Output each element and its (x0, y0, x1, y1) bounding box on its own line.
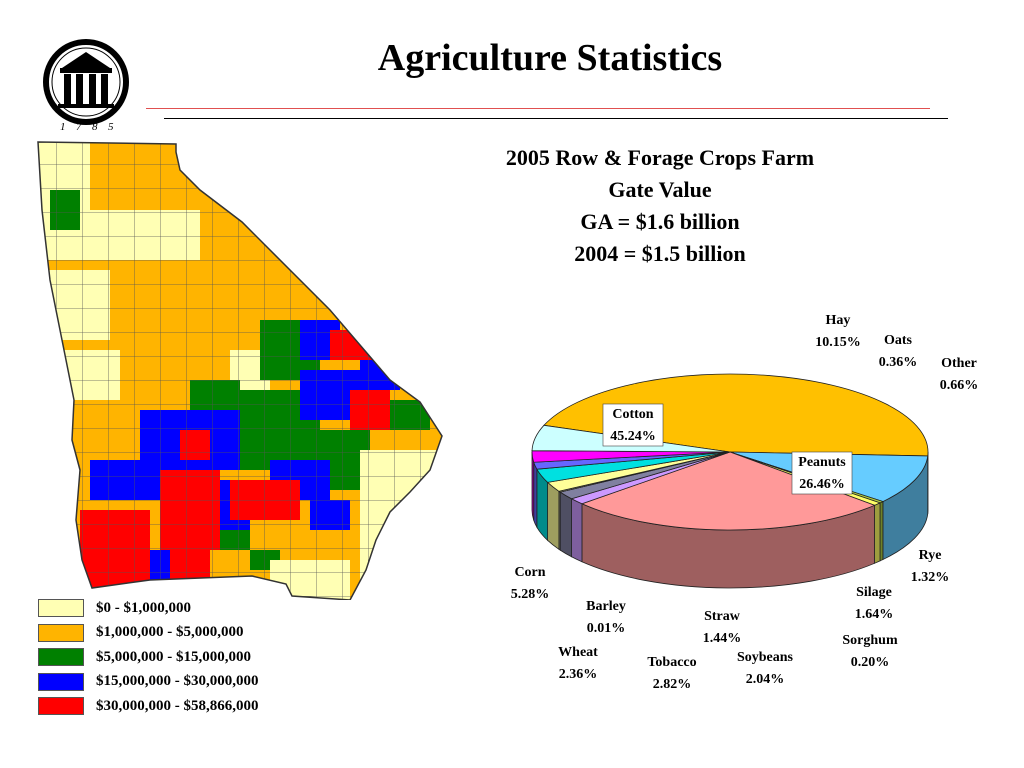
logo-digit: 1 (60, 121, 66, 133)
pie-wall-oats (879, 500, 884, 562)
subtitle-line: Gate Value (608, 177, 712, 202)
legend-item: $15,000,000 - $30,000,000 (38, 670, 338, 695)
pie-label-name: Barley (586, 599, 626, 614)
page-title: Agriculture Statistics (377, 37, 723, 79)
subtitle-line: GA = $1.6 billion (580, 209, 740, 234)
pie-top (531, 373, 929, 531)
legend-swatch (38, 623, 84, 642)
subtitle-line: 2004 = $1.5 billion (574, 241, 746, 266)
pie-slice-oats (729, 451, 884, 504)
legend-label: $1,000,000 - $5,000,000 (96, 624, 244, 641)
pie-slice-straw (533, 451, 731, 470)
pie-label-name: Sorghum (842, 633, 898, 648)
legend-swatch (38, 599, 84, 618)
title-divider (164, 118, 948, 119)
pie-slice-barley (531, 450, 731, 453)
pie-label-name: Oats (884, 333, 913, 348)
pie-slice-sorghum (557, 451, 731, 493)
pie-labels: Cotton 45.24% Hay 10.15% Oats 0.36% Other 0.66%… (511, 313, 979, 692)
pie-wall-wheat (531, 451, 535, 521)
chart-subtitle: 2005 Row & Forage Crops Farm Gate Value … (440, 142, 880, 270)
legend-item: $1,000,000 - $5,000,000 (38, 621, 338, 646)
pie-wall-other (874, 502, 881, 564)
pie-label-value: 2.82% (653, 677, 692, 692)
logo-digit: 5 (108, 121, 114, 133)
pie-side-walls (531, 451, 929, 589)
logo-digit: 8 (92, 121, 98, 133)
pie-label-box (602, 403, 664, 447)
pie-label-name: Peanuts (798, 455, 846, 470)
pie-wall-tobacco (536, 467, 548, 542)
map-legend: $0 - $1,000,000 $1,000,000 - $5,000,000 … (38, 596, 338, 719)
pie-slice-other (729, 451, 882, 506)
pie-label-name: Straw (704, 609, 741, 624)
pie-label-value: 0.36% (879, 355, 918, 370)
legend-label: $15,000,000 - $30,000,000 (96, 673, 259, 690)
pie-label-value: 2.04% (746, 672, 785, 687)
pie-label-name: Hay (826, 313, 851, 328)
pie-label-value: 0.01% (587, 621, 626, 636)
pie-label-name: Silage (856, 585, 892, 600)
subtitle-line: 2005 Row & Forage Crops Farm (505, 145, 815, 170)
legend-swatch (38, 672, 84, 691)
pie-label-value: 26.46% (799, 477, 845, 492)
pie-label-name: Corn (514, 565, 545, 580)
legend-label: $5,000,000 - $15,000,000 (96, 648, 251, 665)
legend-label: $30,000,000 - $58,866,000 (96, 697, 259, 714)
pie-label-value: 1.44% (703, 631, 742, 646)
legend-label: $0 - $1,000,000 (96, 599, 191, 616)
pie-wall-hay (882, 455, 929, 561)
pie-label-value: 5.28% (511, 587, 550, 602)
pie-label-box (791, 451, 853, 495)
pie-wall-straw (533, 462, 538, 529)
pie-wall-rye (571, 498, 583, 563)
pie-label-name: Other (941, 356, 977, 371)
arch-logo-icon: 1 7 8 5 (43, 39, 129, 133)
pie-slice-wheat (531, 450, 731, 463)
pie-label-value: 1.64% (855, 607, 894, 622)
pie-slice-hay (729, 451, 929, 502)
pie-label-value: 10.15% (815, 335, 861, 350)
legend-item: $30,000,000 - $58,866,000 (38, 694, 338, 719)
pie-label-name: Wheat (558, 645, 598, 660)
pie-slice-rye (570, 451, 731, 505)
legend-item: $5,000,000 - $15,000,000 (38, 645, 338, 670)
pie-label-value: 45.24% (610, 429, 656, 444)
pie-slice-tobacco (536, 451, 731, 483)
logo-digit: 7 (76, 121, 82, 133)
pie-slice-cotton (543, 373, 929, 457)
pie-slice-corn (531, 424, 731, 453)
pie-wall-sorghum (558, 490, 561, 551)
pie-slice-silage (559, 451, 731, 500)
georgia-county-map (37, 141, 443, 600)
pie-label-value: 1.32% (911, 570, 950, 585)
legend-swatch (38, 697, 84, 716)
pie-wall-soybeans (547, 481, 560, 551)
legend-item: $0 - $1,000,000 (38, 596, 338, 621)
pie-label-name: Cotton (612, 407, 653, 422)
pie-wall-silage (559, 491, 572, 558)
pie-slice-peanuts (580, 451, 876, 531)
legend-swatch (38, 648, 84, 667)
pie-label-name: Rye (919, 548, 942, 563)
pie-label-name: Tobacco (647, 655, 696, 670)
pie-label-value: 2.36% (559, 667, 598, 682)
pie-label-value: 0.66% (940, 378, 979, 393)
title-divider (146, 108, 930, 109)
pie-wall-peanuts (581, 503, 875, 589)
pie-label-value: 0.20% (851, 655, 890, 670)
pie-label-name: Soybeans (737, 650, 794, 665)
pie-slice-soybeans (546, 451, 731, 492)
